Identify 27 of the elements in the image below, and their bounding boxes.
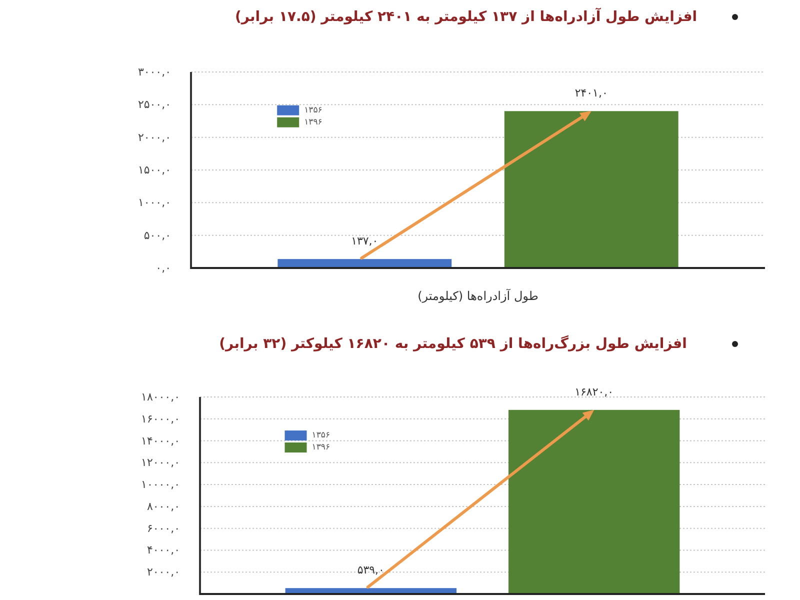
y-tick-label: ۰,۰ [156,262,171,274]
y-tick-label: ۱۵۰۰,۰ [138,164,171,176]
y-tick-label: ۲۵۰۰,۰ [138,98,171,112]
y-tick-label: ۱۸۰۰۰,۰ [141,390,180,404]
legend-label: ۱۳۵۶ [304,105,322,116]
x-tick-label: طول آزادراه‌ها (کیلومتر) [418,288,538,303]
y-tick-label: ۲۰۰۰,۰ [146,566,180,579]
y-tick-label: ۳۰۰۰,۰ [138,66,171,78]
y-tick-label: ۱۰۰۰۰,۰ [141,478,180,492]
y-tick-label: ۲۰۰۰,۰ [138,130,171,144]
y-tick-label: ۱۲۰۰۰,۰ [141,456,180,470]
y-tick-label: ۱۶۰۰۰,۰ [141,412,180,426]
y-tick-label: ۶۰۰۰,۰ [146,522,180,535]
legend-label: ۱۳۹۶ [312,442,330,452]
chart-title: افزایش طول بزرگ‌راه‌ها از ۵۳۹ کیلومتر به ۱۶۸۲۰ کیلوکتر (۳۲ برابر) [219,335,687,352]
y-tick-label: ۱۰۰۰,۰ [138,196,171,210]
legend-label: ۱۳۵۶ [312,430,330,440]
data-label: ۱۶۸۲۰,۰ [574,385,614,398]
y-tick-label: ۸۰۰۰,۰ [146,500,180,513]
data-label: ۲۴۰۱,۰ [574,86,608,100]
y-tick-label: ۴۰۰۰,۰ [146,544,180,557]
legend-label: ۱۳۹۶ [304,117,322,128]
data-label: ۱۳۷,۰ [351,234,378,248]
chart-title: افزایش طول آزادراه‌ها از ۱۳۷ کیلومتر به ۲۴۰۱ کیلومتر (۱۷.۵ برابر) [234,7,698,25]
data-label: ۵۳۹,۰ [357,564,384,577]
y-tick-label: ۵۰۰,۰ [144,228,171,242]
y-tick-label: ۱۴۰۰۰,۰ [141,434,180,448]
